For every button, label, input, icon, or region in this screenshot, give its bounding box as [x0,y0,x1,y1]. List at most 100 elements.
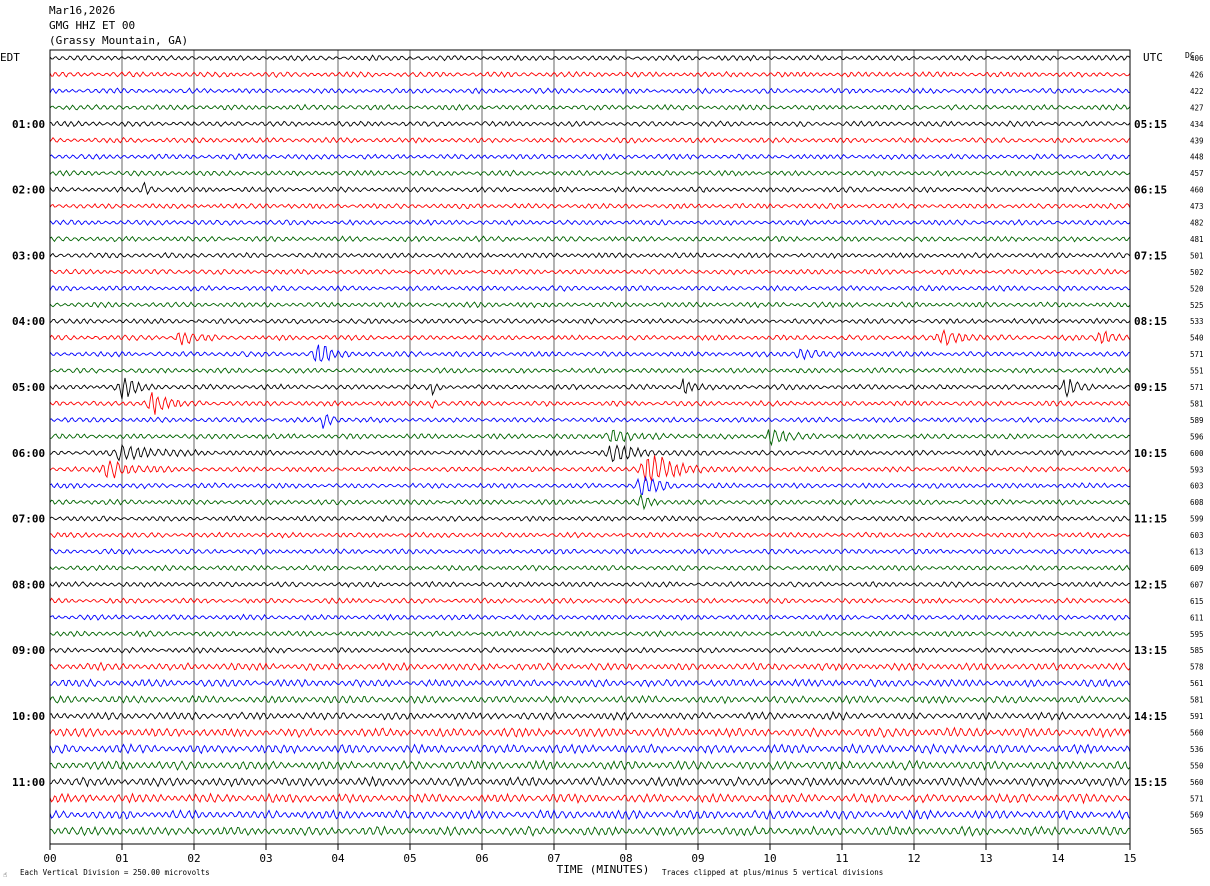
clip-note: Traces clipped at plus/minus 5 vertical … [662,868,883,877]
dc-offset-label: 603 [1190,482,1204,491]
trace-line [49,70,1131,79]
minute-grid [121,50,1059,844]
dc-offset-label: 599 [1190,515,1204,524]
trace-line [49,548,1131,556]
utc-hour-label: 06:15 [1134,184,1167,197]
dc-offset-label: 533 [1190,317,1204,326]
dc-label: DC [1185,51,1195,60]
trace-line [49,443,1131,463]
edt-hour-label: 01:00 [12,118,45,131]
dc-offset-label: 525 [1190,301,1204,310]
right-axis-label: UTC [1143,51,1163,64]
dc-offset-label: 482 [1190,219,1204,228]
dc-offset-label: 613 [1190,548,1204,557]
x-tick-label: 11 [835,852,848,865]
trace-line [49,630,1131,638]
utc-hour-label: 08:15 [1134,315,1167,328]
dc-offset-label: 434 [1190,120,1204,129]
x-tick-label: 15 [1123,852,1136,865]
trace-line [49,661,1131,672]
dc-offset-label: 607 [1190,580,1204,589]
axes: 406 426 422 427 434 439 448 457 460 473 482 481 501 5… [12,54,1204,865]
trace-line [49,181,1131,196]
edt-hour-label: 05:00 [12,381,45,394]
trace-line [49,808,1131,821]
dc-offset-label: 550 [1190,761,1204,770]
dc-offset-label: 609 [1190,564,1204,573]
x-tick-label: 06 [475,852,488,865]
trace-line [49,429,1131,447]
trace-line [49,103,1131,111]
dc-offset-label: 603 [1190,531,1204,540]
x-tick-label: 03 [259,852,272,865]
trace-line [49,792,1131,805]
utc-hour-label: 09:15 [1134,381,1167,394]
edt-hour-label: 09:00 [12,644,45,657]
dc-offset-label: 611 [1190,613,1204,622]
dc-offset-label: 406 [1190,54,1204,63]
dc-offset-label: 596 [1190,432,1204,441]
trace-line [49,328,1131,347]
utc-hour-label: 12:15 [1134,578,1167,591]
utc-hour-label: 05:15 [1134,118,1167,131]
trace-line [49,54,1131,62]
edt-hour-label: 02:00 [12,184,45,197]
trace-line [49,367,1131,374]
x-tick-label: 01 [115,852,128,865]
edt-hour-label: 11:00 [12,776,45,789]
trace-line [49,87,1131,95]
trace-line [49,646,1131,654]
x-tick-label: 08 [619,852,632,865]
dc-offset-label: 600 [1190,449,1204,458]
dc-offset-label: 448 [1190,153,1204,162]
trace-line [49,169,1131,177]
trace-line [49,268,1131,276]
trace-line [49,344,1131,363]
x-tick-label: 07 [547,852,560,865]
edt-hour-label: 06:00 [12,447,45,460]
edt-hour-label: 03:00 [12,249,45,262]
dc-offset-label: 571 [1190,350,1204,359]
trace-line [49,493,1131,511]
dc-offset-label: 589 [1190,416,1204,425]
x-tick-label: 02 [187,852,200,865]
left-axis-label: EDT [0,51,20,64]
trace-line [49,414,1131,429]
utc-hour-label: 13:15 [1134,644,1167,657]
edt-hour-label: 07:00 [12,513,45,526]
trace-line [49,514,1131,523]
x-tick-label: 00 [43,852,56,865]
dc-offset-label: 561 [1190,679,1204,688]
dc-offset-label: 551 [1190,367,1204,376]
dc-offset-label: 426 [1190,70,1204,79]
dc-offset-label: 581 [1190,696,1204,705]
trace-line [49,613,1131,621]
trace-line [49,710,1131,721]
dc-offset-label: 565 [1190,827,1204,836]
trace-line [49,251,1131,259]
dc-offset-label: 595 [1190,630,1204,639]
dc-offset-label: 422 [1190,87,1204,96]
dc-offset-label: 593 [1190,465,1204,474]
trace-line [49,218,1131,227]
trace-line [49,678,1131,688]
x-tick-label: 10 [763,852,776,865]
trace-line [49,136,1131,144]
utc-hour-label: 11:15 [1134,513,1167,526]
trace-line [49,759,1131,772]
trace-line [49,202,1131,210]
trace-line [49,726,1131,739]
trace-line [49,120,1131,128]
trace-line [49,392,1131,415]
trace-line [49,564,1131,572]
dc-offset-label: 501 [1190,251,1204,260]
record-date: Mar16,2026 [49,4,116,17]
trace-line [49,775,1131,788]
trace-line [49,742,1131,755]
dc-offset-label: 585 [1190,646,1204,655]
dc-offset-label: 481 [1190,235,1204,244]
seismic-traces [49,54,1131,837]
trace-line [49,317,1131,325]
dc-offset-label: 502 [1190,268,1204,277]
